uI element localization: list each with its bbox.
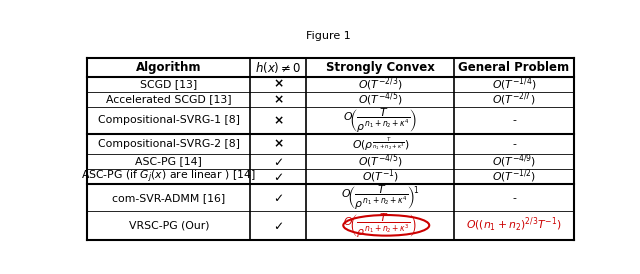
Text: $O(T^{-1/2})$: $O(T^{-1/2})$ <box>492 168 536 185</box>
Text: ASC-PG [14]: ASC-PG [14] <box>136 156 202 167</box>
Text: Strongly Convex: Strongly Convex <box>326 61 435 74</box>
Text: $O(T^{-4/5})$: $O(T^{-4/5})$ <box>358 91 403 108</box>
Text: General Problem: General Problem <box>458 61 570 74</box>
Text: -: - <box>512 193 516 203</box>
Text: $\boldsymbol{\times}$: $\boldsymbol{\times}$ <box>273 78 284 91</box>
Text: $O(T^{-2/7})$: $O(T^{-2/7})$ <box>492 91 536 108</box>
Text: $O\!\left(\dfrac{T}{\rho^{n_1+n_2+\kappa^3}}\right)$: $O\!\left(\dfrac{T}{\rho^{n_1+n_2+\kappa… <box>343 211 417 239</box>
Text: $\boldsymbol{\times}$: $\boldsymbol{\times}$ <box>273 93 284 106</box>
Text: $O\!\left(\dfrac{T}{\rho^{n_1+n_2+\kappa^4}}\right)^{\!1}$: $O\!\left(\dfrac{T}{\rho^{n_1+n_2+\kappa… <box>340 183 420 212</box>
Text: $O(T^{-1})$: $O(T^{-1})$ <box>362 168 399 185</box>
Text: $\checkmark$: $\checkmark$ <box>273 219 284 232</box>
Text: Compositional-SVRG-2 [8]: Compositional-SVRG-2 [8] <box>98 139 240 149</box>
Text: $O(\rho^{\frac{T}{n_1+n_2+\kappa^3}})$: $O(\rho^{\frac{T}{n_1+n_2+\kappa^3}})$ <box>351 135 409 153</box>
Text: Compositional-SVRG-1 [8]: Compositional-SVRG-1 [8] <box>98 115 240 125</box>
Text: $O((n_1+n_2)^{2/3}T^{-1})$: $O((n_1+n_2)^{2/3}T^{-1})$ <box>466 216 562 235</box>
Text: Accelerated SCGD [13]: Accelerated SCGD [13] <box>106 94 232 104</box>
Text: $O(T^{-2/3})$: $O(T^{-2/3})$ <box>358 75 403 93</box>
Text: $O(T^{-1/4})$: $O(T^{-1/4})$ <box>492 75 536 93</box>
Text: $\boldsymbol{\times}$: $\boldsymbol{\times}$ <box>273 137 284 150</box>
Text: $O(T^{-4/9})$: $O(T^{-4/9})$ <box>492 153 536 170</box>
Text: $\checkmark$: $\checkmark$ <box>273 170 284 183</box>
Text: -: - <box>512 115 516 125</box>
Text: $h(x)\neq 0$: $h(x)\neq 0$ <box>255 60 301 75</box>
Text: com-SVR-ADMM [16]: com-SVR-ADMM [16] <box>112 193 225 203</box>
Text: SCGD [13]: SCGD [13] <box>140 79 198 89</box>
Text: VRSC-PG (Our): VRSC-PG (Our) <box>129 220 209 230</box>
Text: ASC-PG (if $G_j(x)$ are linear ) [14]: ASC-PG (if $G_j(x)$ are linear ) [14] <box>81 169 256 185</box>
Text: Algorithm: Algorithm <box>136 61 202 74</box>
Text: $\boldsymbol{\times}$: $\boldsymbol{\times}$ <box>273 114 284 127</box>
Text: Figure 1: Figure 1 <box>306 31 350 41</box>
Text: $\checkmark$: $\checkmark$ <box>273 155 284 168</box>
Text: $O\!\left(\dfrac{T}{\rho^{n_1+n_2+\kappa^4}}\right)$: $O\!\left(\dfrac{T}{\rho^{n_1+n_2+\kappa… <box>343 106 417 135</box>
Text: $O(T^{-4/5})$: $O(T^{-4/5})$ <box>358 153 403 170</box>
Text: -: - <box>512 139 516 149</box>
Text: $\checkmark$: $\checkmark$ <box>273 191 284 204</box>
